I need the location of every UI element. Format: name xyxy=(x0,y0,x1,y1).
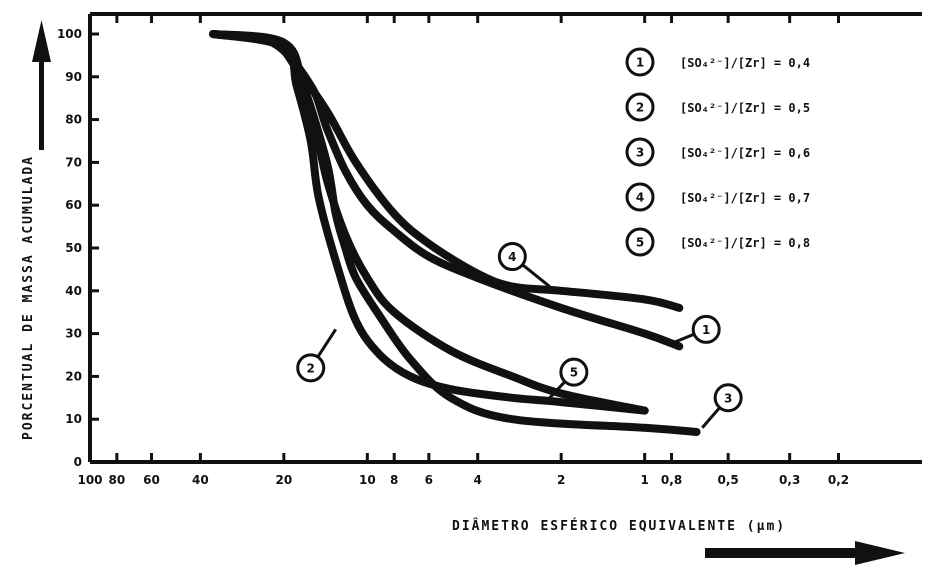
curve-label-circle xyxy=(559,357,589,387)
legend: 1 [SO₄²⁻]/[Zr] = 0,4 2 [SO₄²⁻]/[Zr] = 0,5 3 [… xyxy=(625,47,810,257)
x-tick-label: 0,5 xyxy=(718,473,739,487)
y-tick-label: 10 xyxy=(65,412,82,426)
y-axis-title: PORCENTUAL DE MASSA ACUMULADA xyxy=(21,155,36,440)
curve-label-number: 4 xyxy=(508,250,516,264)
curve-label-number: 5 xyxy=(570,366,578,380)
x-tick-label: 0,3 xyxy=(779,473,800,487)
legend-entry-label: [SO₄²⁻]/[Zr] = 0,8 xyxy=(680,236,810,250)
data-curves xyxy=(209,30,701,436)
y-tick-label: 20 xyxy=(65,369,82,383)
legend-marker-number: 2 xyxy=(636,101,644,115)
plot-frame xyxy=(88,12,922,464)
legend-entry-label: [SO₄²⁻]/[Zr] = 0,6 xyxy=(680,146,810,160)
y-tick-label: 100 xyxy=(57,27,82,41)
legend-marker-circle xyxy=(625,182,655,212)
x-tick-label: 2 xyxy=(557,473,565,487)
curve-label-circle xyxy=(497,242,527,272)
x-tick-label: 0,2 xyxy=(828,473,849,487)
x-tick-label: 4 xyxy=(474,473,482,487)
y-tick-label: 60 xyxy=(65,198,82,212)
y-axis-arrow-icon xyxy=(32,20,51,150)
y-tick-label: 90 xyxy=(65,70,82,84)
legend-marker-circle xyxy=(625,137,655,167)
y-tick-label: 80 xyxy=(65,113,82,127)
x-tick-label: 6 xyxy=(425,473,433,487)
legend-marker-number: 1 xyxy=(636,56,644,70)
legend-entry-label: [SO₄²⁻]/[Zr] = 0,5 xyxy=(680,101,810,115)
x-tick-label: 20 xyxy=(275,473,292,487)
curve-label-number: 2 xyxy=(307,361,315,375)
curve-5 xyxy=(209,30,649,415)
y-tick-label: 40 xyxy=(65,284,82,298)
curve-label-circle xyxy=(713,383,743,413)
x-tick-label: 100 xyxy=(77,473,102,487)
legend-entry-label: [SO₄²⁻]/[Zr] = 0,4 xyxy=(680,56,810,70)
legend-marker-number: 4 xyxy=(636,191,644,205)
curve-label-number: 3 xyxy=(724,391,732,405)
x-tick-label: 80 xyxy=(109,473,126,487)
legend-marker-circle xyxy=(625,47,655,77)
x-tick-label: 10 xyxy=(359,473,376,487)
y-tick-label: 0 xyxy=(74,455,82,469)
x-tick-label: 40 xyxy=(192,473,209,487)
curve-1 xyxy=(209,30,684,351)
y-tick-label: 30 xyxy=(65,327,82,341)
curve-3 xyxy=(209,30,701,436)
y-tick-label: 50 xyxy=(65,241,82,255)
curve-label-number: 1 xyxy=(702,323,710,337)
legend-marker-number: 5 xyxy=(636,236,644,250)
curve-label-circle xyxy=(296,353,326,383)
curve-label-circle xyxy=(691,314,721,344)
y-tick-label: 70 xyxy=(65,155,82,169)
legend-marker-number: 3 xyxy=(636,146,644,160)
x-tick-label: 8 xyxy=(390,473,398,487)
x-tick-label: 1 xyxy=(640,473,648,487)
x-axis-title: DIÂMETRO ESFÉRICO EQUIVALENTE (µm) xyxy=(452,518,786,534)
x-axis-arrow-icon xyxy=(705,541,905,565)
legend-marker-circle xyxy=(625,227,655,257)
curve-2 xyxy=(209,30,649,415)
legend-marker-circle xyxy=(625,92,655,122)
legend-entry-label: [SO₄²⁻]/[Zr] = 0,7 xyxy=(680,191,810,205)
x-tick-label: 60 xyxy=(143,473,160,487)
x-tick-label: 0,8 xyxy=(661,473,682,487)
curve-labels: 4 1 5 2 3 xyxy=(296,242,743,429)
